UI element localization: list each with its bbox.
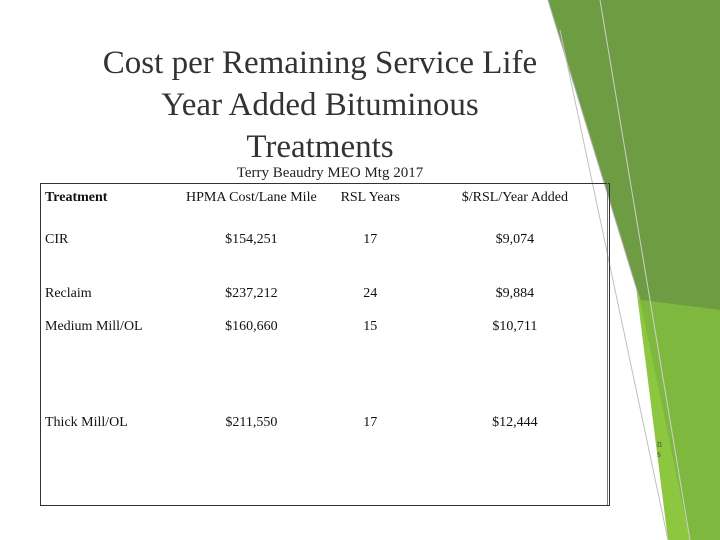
cell-cost: $237,212 — [225, 285, 278, 301]
table-border-right — [609, 183, 610, 505]
cell-per-year: $10,711 — [420, 319, 610, 415]
artifact-line-2: s — [657, 449, 661, 460]
diagonal-line-2 — [559, 29, 669, 540]
header-cost-per-rsl-year: $/RSL/Year Added — [461, 190, 569, 205]
slide-title-line-2: Year Added Bituminous — [161, 87, 479, 123]
cell-text: $12,444 — [492, 415, 538, 430]
diagonal-line-1 — [547, 0, 641, 301]
cell-text: $160,660 — [225, 319, 278, 334]
cell-text: 15 — [363, 319, 378, 334]
table-row: Medium Mill/OL $160,660 15 $10,711 — [40, 319, 610, 415]
slide-title-line-3: Treatments — [246, 129, 394, 165]
cell-treatment: Thick Mill/OL — [40, 415, 182, 475]
cell-text: 17 — [363, 415, 378, 430]
cell-cost: $160,660 — [182, 319, 321, 415]
table-header-row: Treatment HPMA Cost/Lane Mile RSL Years … — [40, 183, 610, 213]
cell-treatment: CIR — [45, 231, 69, 247]
cell-treatment: Medium Mill/OL — [40, 319, 182, 415]
cell-rsl: 17 — [363, 231, 378, 247]
cell-text: $211,550 — [225, 415, 278, 430]
cell-per-year: $9,884 — [495, 285, 535, 301]
slide-subtitle: Terry Beaudry MEO Mtg 2017 — [236, 165, 424, 181]
cell-rsl: 24 — [363, 285, 378, 301]
green-dark-panel — [548, 0, 720, 310]
cell-per-year: $12,444 — [420, 415, 610, 475]
cell-text: $10,711 — [492, 319, 538, 334]
table-border-inner — [607, 183, 608, 505]
cell-per-year: $9,074 — [495, 231, 535, 247]
cell-text: Medium Mill/OL — [45, 319, 143, 334]
table-border-left — [40, 183, 41, 505]
artifact-line-1: n — [657, 439, 662, 450]
cell-cost: $211,550 — [182, 415, 321, 475]
cell-rsl: 17 — [321, 415, 420, 475]
header-rsl-years: RSL Years — [340, 190, 400, 205]
slide-title-line-1: Cost per Remaining Service Life — [102, 45, 538, 81]
treatment-cost-table: Treatment HPMA Cost/Lane Mile RSL Years … — [40, 183, 610, 475]
cell-text: Thick Mill/OL — [45, 415, 128, 430]
cell-cost: $154,251 — [225, 231, 278, 247]
table-row: Thick Mill/OL $211,550 17 $12,444 — [40, 415, 610, 475]
cropped-text-artifact: n s — [657, 440, 662, 460]
slide-title: Cost per Remaining Service Life Year Add… — [40, 42, 600, 168]
cell-rsl: 15 — [321, 319, 420, 415]
header-hpma-cost: HPMA Cost/Lane Mile — [186, 190, 317, 205]
cell-treatment: Reclaim — [45, 285, 92, 301]
table-border-bottom — [40, 505, 610, 506]
table-row: CIR $154,251 17 $9,074 — [40, 213, 610, 266]
header-treatment: Treatment — [45, 190, 108, 205]
table-border-top — [40, 183, 610, 184]
diagonal-line-3 — [599, 0, 691, 540]
table-row: Reclaim $237,212 24 $9,884 — [40, 266, 610, 321]
